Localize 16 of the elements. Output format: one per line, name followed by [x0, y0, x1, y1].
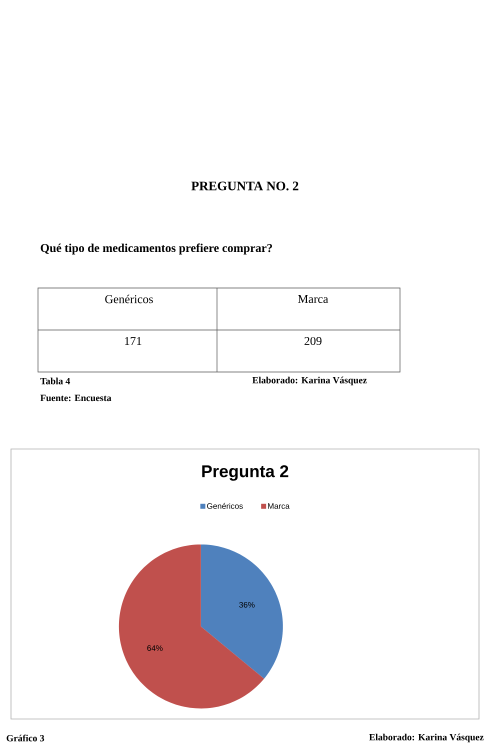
- text: Genéricos: [105, 294, 153, 304]
- data-label: 64%: [147, 645, 163, 651]
- legend-label: Marca: [268, 503, 290, 509]
- text: Elaborado: Karina Vásquez: [252, 376, 367, 386]
- chart-title: Pregunta 2: [202, 465, 288, 481]
- text: Tabla 4: [40, 378, 70, 384]
- text: 171: [125, 337, 142, 345]
- text: Marca: [298, 295, 328, 303]
- text: Gráfico 3: [6, 734, 44, 742]
- legend-label: Genéricos: [207, 502, 243, 509]
- text: Qué tipo de medicamentos prefiere comprar?: [40, 243, 272, 254]
- text: 209: [304, 336, 322, 346]
- text: Elaborado: Karina Vásquez: [369, 734, 484, 742]
- text: PREGUNTA NO. 2: [191, 182, 298, 190]
- data-label: 36%: [239, 602, 255, 608]
- source-note: Fuente: Encuesta: [40, 394, 112, 402]
